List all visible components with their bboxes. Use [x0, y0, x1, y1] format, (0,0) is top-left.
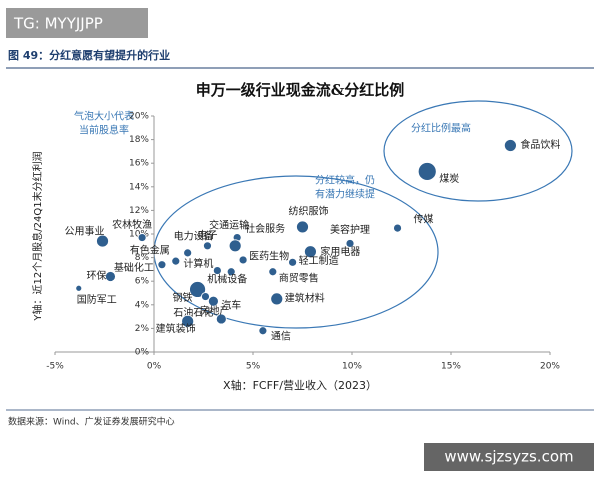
bubble [393, 223, 402, 233]
bubble [105, 271, 116, 282]
bubble [238, 255, 248, 265]
point-label: 医药生物 [249, 249, 289, 262]
y-axis-label: Y轴：近12个月股息/24Q1末分红利润 [31, 151, 44, 321]
bubble [212, 266, 222, 275]
point-label: 房地产 [199, 304, 229, 317]
y-tick-label: 4% [135, 300, 150, 310]
bubble [345, 239, 355, 248]
bubble [181, 314, 195, 328]
bubble [270, 292, 284, 306]
point-label: 电子 [197, 228, 217, 241]
bubble [417, 162, 437, 181]
point-label: 电力设备 [174, 229, 214, 242]
annotation: 分红较高，仍 [315, 174, 375, 187]
point-label: 建筑装饰 [156, 322, 196, 335]
point-label: 轻工制造 [299, 254, 339, 267]
y-tick-label: 8% [135, 253, 150, 263]
point-label: 家用电器 [320, 245, 360, 258]
y-tick-label: 0% [135, 348, 150, 358]
x-tick-label: 10% [342, 362, 362, 372]
annotation: 当前股息率 [79, 124, 129, 137]
bubble [215, 313, 227, 325]
chart-title: 申万一级行业现金流&分红比例 [196, 81, 405, 99]
bubble [137, 233, 147, 242]
point-label: 建筑材料 [285, 291, 325, 304]
watermark: TG: MYYJJPP [13, 15, 103, 33]
point-label: 纺织服饰 [289, 204, 329, 217]
annotation: 有潜力继续提 [315, 188, 375, 201]
site-watermark: www.sjzsyzs.com [444, 448, 573, 466]
point-label: 国防军工 [77, 293, 117, 306]
annotation: 气泡大小代表 [74, 110, 134, 123]
point-label: 交通运输 [209, 218, 249, 231]
figure-title: 图 49：分红意愿有望提升的行业 [8, 48, 170, 62]
bubble [96, 234, 109, 248]
bubble [503, 139, 517, 152]
watermark-box [6, 8, 148, 38]
highlight-ellipse [383, 100, 573, 202]
x-tick-label: 0% [147, 362, 162, 372]
bubble [288, 257, 298, 267]
x-tick-label: 15% [441, 362, 461, 372]
x-tick-label: 20% [540, 362, 560, 372]
point-label: 公用事业 [65, 225, 105, 238]
point-label: 美容护理 [330, 223, 370, 236]
bubble [201, 292, 210, 301]
point-label: 传媒 [414, 214, 434, 226]
y-tick-label: 12% [129, 206, 149, 216]
source: 数据来源：Wind、广发证券发展研究中心 [8, 416, 175, 428]
y-tick-label: 14% [129, 182, 149, 192]
bubble [171, 256, 181, 266]
point-label: 环保 [86, 269, 106, 282]
bubble [203, 241, 212, 251]
point-label: 石油石化 [173, 306, 213, 319]
point-label: 商贸零售 [279, 271, 319, 284]
annotation: 分红比例最高 [411, 122, 471, 135]
y-tick-label: 16% [129, 159, 149, 169]
bubble [296, 220, 309, 234]
point-label: 机械设备 [207, 272, 247, 285]
point-label: 农林牧渔 [112, 218, 152, 231]
x-tick-label: -5% [46, 362, 64, 372]
point-label: 通信 [271, 330, 291, 342]
y-tick-label: 6% [135, 277, 150, 287]
point-label: 基础化工 [114, 261, 154, 274]
x-axis-label: X轴：FCFF/营业收入（2023） [223, 378, 377, 392]
bubble [189, 281, 206, 298]
bubble [157, 260, 167, 270]
bubble [304, 245, 317, 259]
point-label: 食品饮料 [520, 138, 560, 151]
bubble [75, 284, 83, 292]
bubble [228, 239, 242, 253]
point-label: 钢铁 [173, 291, 193, 304]
point-label: 煤炭 [439, 172, 459, 185]
bubble [183, 248, 193, 258]
point-label: 有色金属 [130, 244, 170, 257]
bubble [207, 295, 219, 307]
y-tick-label: 2% [135, 324, 150, 334]
x-tick-label: 5% [246, 362, 261, 372]
y-tick-label: 18% [129, 135, 149, 145]
site-box [424, 443, 594, 471]
point-label: 计算机 [183, 257, 213, 270]
highlight-ellipse [153, 175, 439, 329]
bubble [268, 267, 278, 277]
bubble [226, 267, 236, 277]
y-tick-label: 20% [129, 112, 149, 122]
point-label: 汽车 [221, 298, 241, 311]
bubble [258, 326, 268, 336]
point-label: 社会服务 [245, 222, 285, 235]
